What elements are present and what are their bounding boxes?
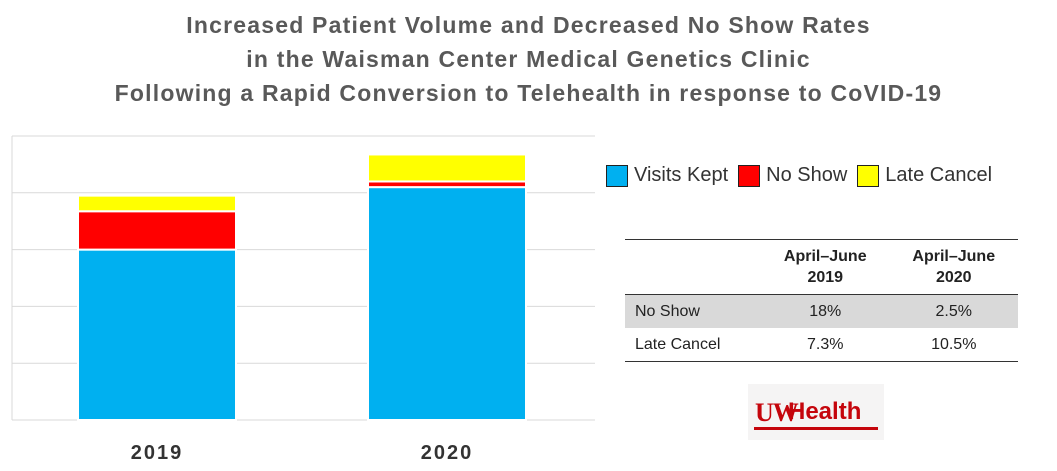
legend-label-no-show: No Show — [766, 164, 848, 186]
rates-table-header: April–June 2019 April–June 2020 — [625, 239, 1019, 295]
col-2019-year: 2019 — [807, 269, 844, 286]
row-label-late-cancel: Late Cancel — [635, 335, 721, 353]
x-tick-label-2019: 2019 — [131, 442, 184, 464]
x-tick-label-2020: 2020 — [421, 442, 474, 464]
table-row-no-show: No Show 18% 2.5% — [625, 294, 1018, 328]
legend-label-late-cancel: Late Cancel — [885, 164, 993, 186]
bar-visits-kept-2020 — [367, 186, 527, 421]
bar-no-show-2019 — [77, 210, 237, 251]
uw-health-logo: UW Health — [748, 384, 884, 440]
title-line-3: Following a Rapid Conversion to Teleheal… — [114, 80, 943, 106]
bar-late-cancel-2019 — [77, 194, 237, 213]
bar-late-cancel-2020 — [367, 153, 527, 183]
rates-table: April–June 2019 April–June 2020 No Show … — [625, 239, 1018, 362]
legend-item-visits-kept: Visits Kept — [606, 164, 728, 187]
table-row-late-cancel: Late Cancel 7.3% 10.5% — [625, 328, 1018, 362]
cell-no-show-2020: 2.5% — [935, 302, 972, 320]
rates-table-col-2020: April–June 2020 — [890, 240, 1019, 295]
logo-underline — [754, 427, 878, 430]
col-2020-period: April–June — [912, 248, 996, 265]
legend: Visits Kept No Show Late Cancel — [606, 164, 1002, 187]
legend-item-late-cancel: Late Cancel — [857, 164, 992, 187]
logo-uw-text: UW — [755, 398, 799, 427]
logo-health-text: Health — [788, 398, 862, 425]
rates-table-col-2019: April–June 2019 — [761, 240, 890, 295]
legend-swatch-no-show — [738, 164, 761, 187]
title-line-2: in the Waisman Center Medical Genetics C… — [246, 46, 811, 72]
rates-table-corner — [625, 240, 761, 295]
bar-visits-kept-2019 — [77, 248, 237, 421]
col-2020-year: 2020 — [935, 269, 972, 286]
title-line-1: Increased Patient Volume and Decreased N… — [186, 12, 871, 38]
row-label-no-show: No Show — [635, 302, 700, 320]
legend-swatch-late-cancel — [857, 164, 880, 187]
legend-item-no-show: No Show — [738, 164, 847, 187]
legend-label-visits-kept: Visits Kept — [634, 164, 729, 186]
cell-late-cancel-2020: 10.5% — [931, 335, 977, 353]
cell-late-cancel-2019: 7.3% — [807, 335, 844, 353]
col-2019-period: April–June — [783, 248, 867, 265]
legend-swatch-visits-kept — [606, 164, 628, 187]
chart-title: Increased Patient Volume and Decreased N… — [0, 8, 1057, 110]
cell-no-show-2019: 18% — [809, 302, 842, 320]
